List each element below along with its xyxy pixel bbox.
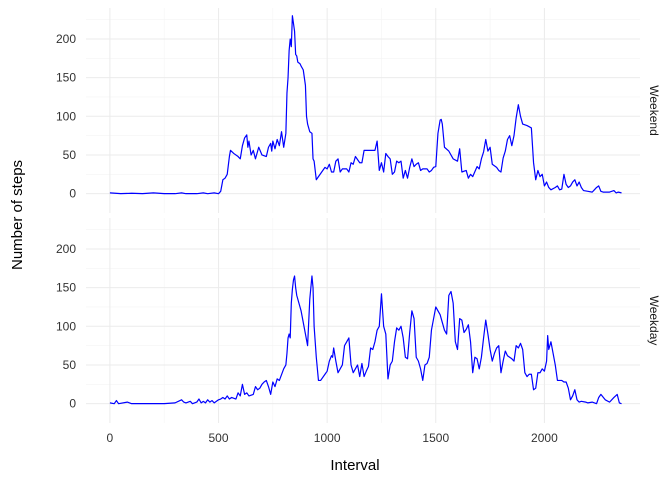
x-tick-label: 2000 <box>531 431 558 445</box>
x-axis: 0 500 1000 1500 2000 <box>107 431 559 445</box>
facet-strip-label: Weekday <box>647 296 661 346</box>
x-tick-label: 1000 <box>314 431 341 445</box>
series-line-weekend <box>109 15 622 195</box>
x-tick-label: 1500 <box>422 431 449 445</box>
y-tick-label: 200 <box>56 32 76 46</box>
y-tick-label: 0 <box>69 397 76 411</box>
facet-strip-label: Weekend <box>647 85 661 135</box>
y-tick-label: 50 <box>63 358 77 372</box>
x-tick-label: 500 <box>209 431 229 445</box>
x-axis-title: Interval <box>330 457 379 474</box>
panel-weekday: 0 50 100 150 200 Weekday <box>56 218 661 423</box>
panel-weekend: 0 50 100 150 200 Weekend <box>56 8 661 213</box>
y-tick-label: 100 <box>56 319 76 333</box>
y-tick-label: 0 <box>69 187 76 201</box>
y-tick-label: 200 <box>56 242 76 256</box>
series-line-weekday <box>109 275 622 405</box>
x-tick-label: 0 <box>107 431 114 445</box>
y-tick-label: 150 <box>56 71 76 85</box>
y-tick-label: 150 <box>56 281 76 295</box>
y-axis-title: Number of steps <box>9 160 26 270</box>
y-tick-label: 50 <box>63 148 77 162</box>
panels: 0 50 100 150 200 Weekend 0 50 100 150 200 Weekday <box>56 8 661 423</box>
y-tick-label: 100 <box>56 109 76 123</box>
